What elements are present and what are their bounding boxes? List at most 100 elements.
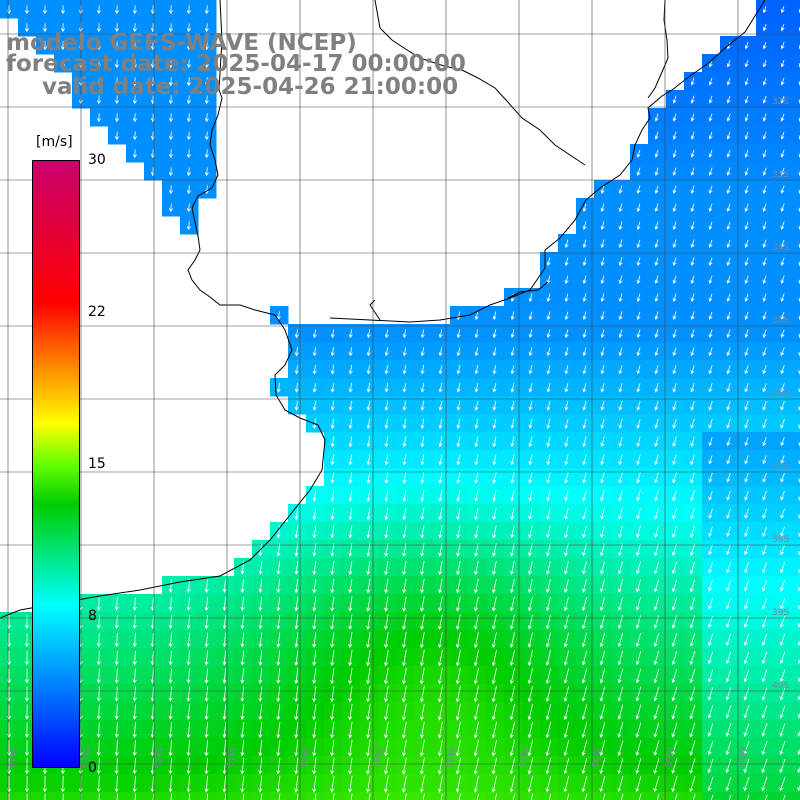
wind-arrow [258,704,263,721]
wind-arrow [726,508,731,519]
wind-arrow [401,775,407,793]
wind-arrow [528,543,533,557]
wind-arrow [96,59,101,69]
wind-arrow [563,614,569,630]
wind-arrow [797,604,800,610]
wind-arrow [222,686,227,702]
wind-arrow [636,275,641,285]
wind-arrow [780,418,785,429]
wind-arrow [96,597,101,611]
wind-arrow [780,149,785,158]
wind-arrow [797,712,800,719]
wind-arrow [96,722,101,739]
wind-arrow [204,722,209,739]
wind-arrow [438,329,443,339]
wind-arrow [455,667,461,685]
wind-arrow [330,489,335,503]
wind-arrow [636,400,641,411]
wind-arrow [707,687,714,701]
wind-arrow [708,257,713,266]
wind-arrow [438,418,443,430]
wind-arrow [116,793,118,800]
wind-arrow [401,685,407,703]
wind-arrow [780,239,785,249]
wind-arrow [96,95,101,105]
wind-arrow [726,185,731,194]
wind-arrow [168,650,173,666]
wind-arrow [581,632,587,648]
wind-arrow [582,311,587,321]
wind-arrow [294,757,299,775]
wind-arrow [204,704,209,721]
wind-arrow [762,400,767,411]
wind-arrow [438,454,443,466]
wind-arrow [401,721,407,739]
wind-arrow [258,757,263,775]
wind-arrow [743,633,750,647]
wind-arrow [456,382,461,393]
wind-arrow [761,651,768,665]
wind-arrow [654,472,659,484]
wind-arrow [204,167,209,177]
wind-arrow [744,365,749,375]
wind-arrow [636,418,641,429]
wind-arrow [240,704,245,721]
wind-arrow [366,436,371,448]
wind-arrow [420,418,425,430]
wind-arrow [599,596,605,612]
wind-arrow [672,239,677,248]
wind-arrow [725,776,732,792]
wind-arrow [437,614,443,631]
wind-arrow [456,596,461,612]
wind-arrow [635,686,642,702]
wind-arrow [384,365,389,375]
wind-arrow [510,489,515,502]
wind-arrow [780,5,785,14]
wind-arrow [186,757,191,775]
wind-arrow [276,757,281,775]
wind-arrow [492,311,497,321]
wind-arrow [168,614,173,630]
wind-arrow [492,489,497,503]
wind-arrow [530,793,534,800]
wind-arrow [600,418,605,430]
wind-arrow [546,311,551,321]
wind-arrow [582,489,587,502]
wind-arrow [456,400,461,411]
wind-arrow [258,739,263,757]
wind-arrow [654,185,659,195]
wind-arrow [635,579,641,593]
wind-arrow [780,77,785,86]
wind-arrow [690,95,695,104]
wind-arrow [474,489,479,503]
wind-arrow [563,686,570,703]
wind-arrow [330,365,335,375]
wind-arrow [762,329,767,338]
wind-speed-cell [792,450,800,469]
wind-arrow [204,113,209,123]
wind-arrow [762,203,767,213]
wind-arrow [473,721,479,739]
wind-arrow [545,722,552,739]
wind-arrow [690,149,695,158]
wind-arrow [635,668,642,684]
wind-arrow [671,615,678,629]
wind-arrow [600,329,605,339]
wind-arrow [780,472,785,483]
wind-arrow [186,5,191,15]
wind-arrow [780,203,785,213]
wind-arrow [96,668,101,684]
wind-arrow [114,41,119,51]
wind-arrow [690,508,695,520]
wind-arrow [312,543,317,557]
wind-arrow [725,723,732,737]
wind-arrow [312,365,317,375]
wind-arrow [492,578,497,594]
wind-speed-cell [450,792,469,800]
wind-arrow [762,508,767,519]
wind-arrow [492,347,497,357]
wind-arrow [545,686,552,703]
wind-arrow [312,525,317,539]
wind-arrow [312,686,317,703]
wind-arrow [240,686,245,702]
